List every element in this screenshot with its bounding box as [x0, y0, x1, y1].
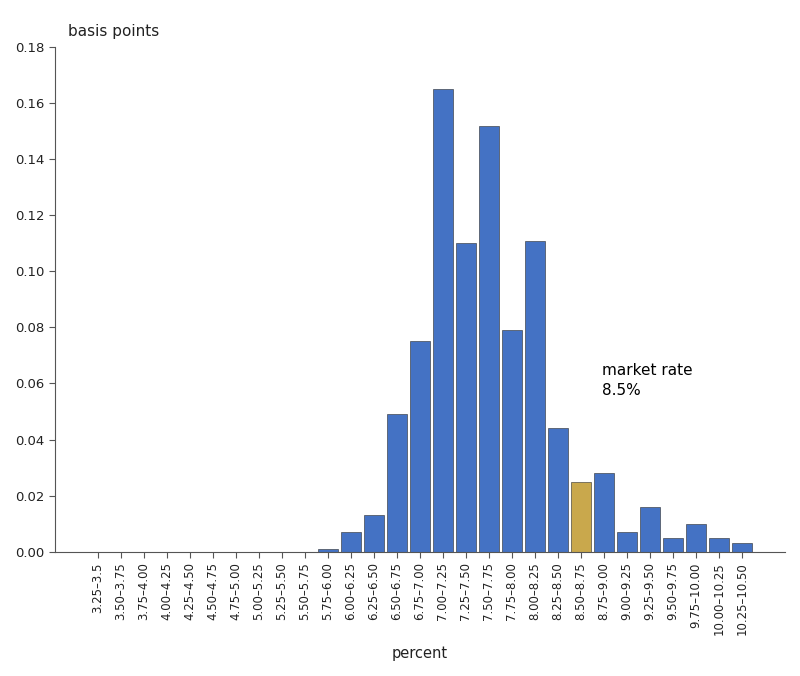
Bar: [686, 524, 706, 552]
Bar: [479, 126, 498, 552]
Bar: [732, 544, 752, 552]
Bar: [548, 429, 568, 552]
Bar: [341, 532, 361, 552]
Bar: [663, 537, 682, 552]
Bar: [594, 473, 614, 552]
Bar: [456, 243, 476, 552]
X-axis label: percent: percent: [392, 646, 448, 661]
Bar: [640, 507, 660, 552]
Bar: [618, 532, 637, 552]
Bar: [318, 549, 338, 552]
Bar: [526, 241, 545, 552]
Text: basis points: basis points: [68, 24, 159, 39]
Bar: [710, 537, 729, 552]
Bar: [364, 515, 384, 552]
Bar: [571, 481, 590, 552]
Bar: [502, 330, 522, 552]
Bar: [433, 89, 453, 552]
Bar: [410, 341, 430, 552]
Bar: [387, 414, 406, 552]
Text: market rate
8.5%: market rate 8.5%: [602, 363, 692, 397]
